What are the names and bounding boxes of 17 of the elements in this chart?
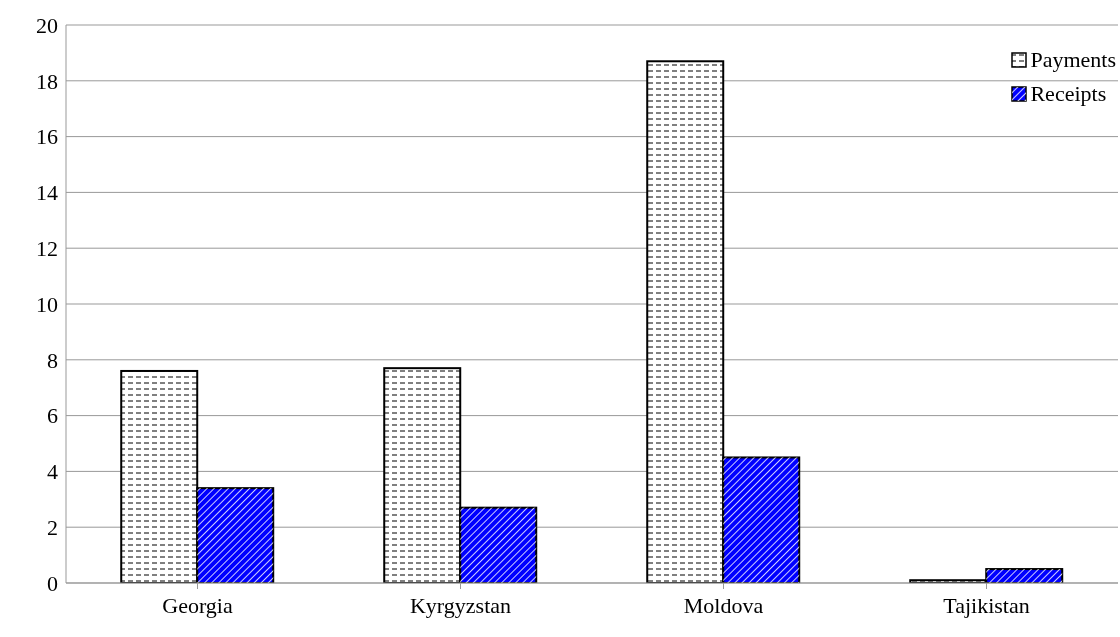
y-tick-label: 4 bbox=[47, 459, 58, 485]
y-tick-label: 18 bbox=[36, 68, 58, 94]
y-tick-label: 20 bbox=[36, 12, 58, 38]
y-tick-label: 2 bbox=[47, 515, 58, 541]
y-tick-label: 12 bbox=[36, 236, 58, 262]
y-tick-label: 6 bbox=[47, 403, 58, 429]
x-tick-label: Moldova bbox=[683, 592, 764, 618]
legend-label: Receipts bbox=[1030, 80, 1107, 108]
x-tick-label: Tajikistan bbox=[943, 592, 1030, 618]
y-tick-label: 16 bbox=[36, 124, 58, 150]
legend-label: Payments bbox=[1030, 46, 1116, 74]
y-tick-label: 8 bbox=[47, 347, 58, 373]
y-tick-label: 10 bbox=[36, 291, 58, 317]
y-tick-label: 0 bbox=[47, 570, 58, 596]
x-tick-label: Kyrgyzstan bbox=[409, 592, 512, 618]
y-tick-label: 14 bbox=[36, 180, 58, 206]
x-tick-label: Georgia bbox=[162, 592, 233, 618]
